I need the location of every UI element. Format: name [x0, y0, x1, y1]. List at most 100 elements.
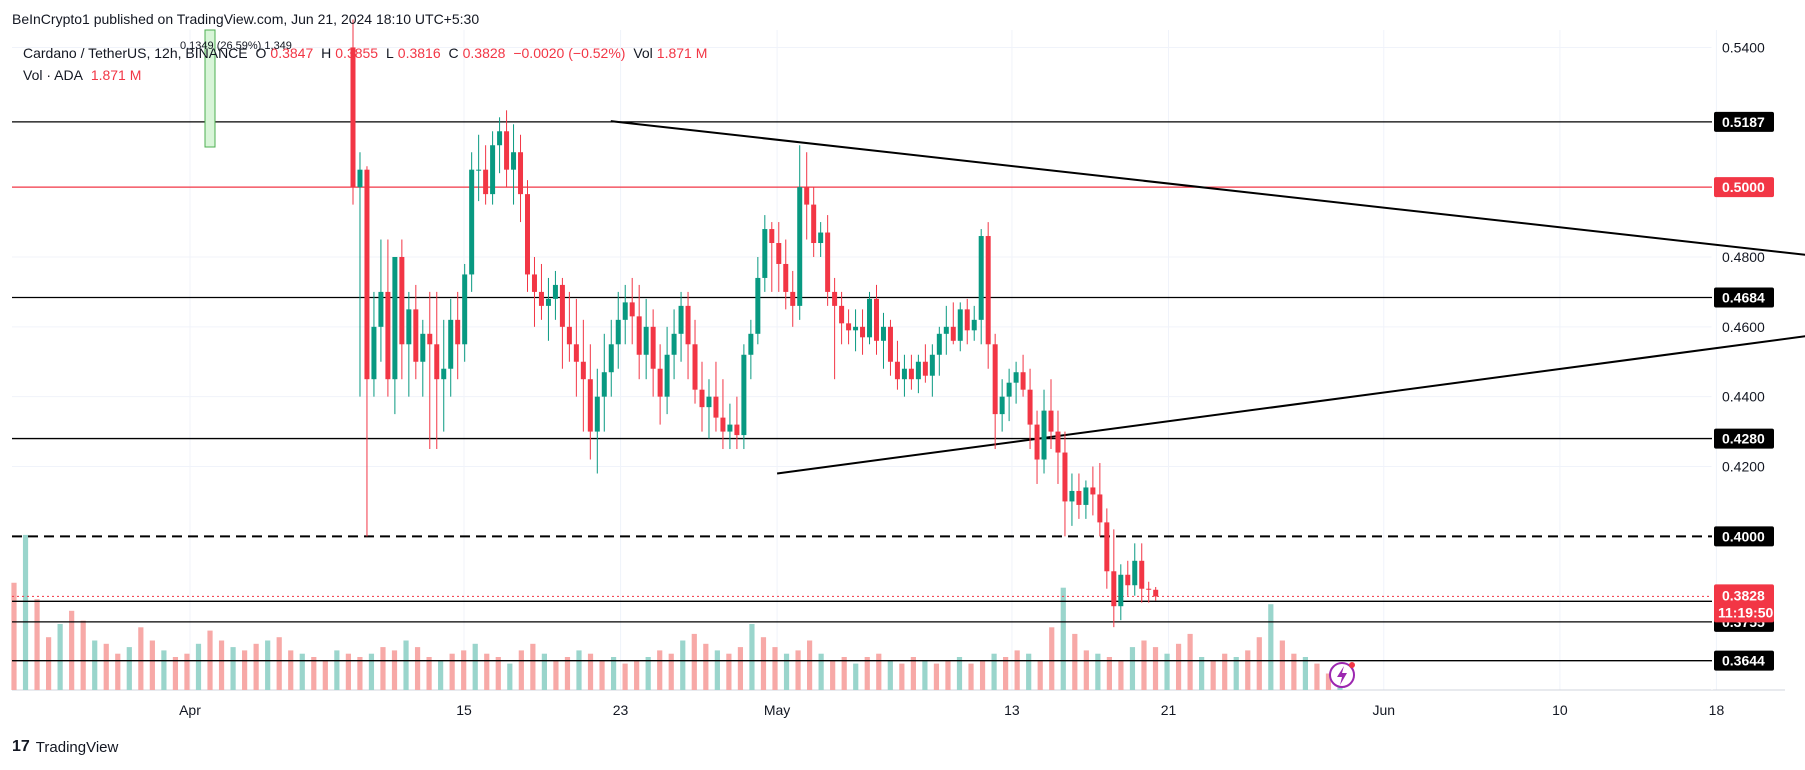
volume-bar [195, 643, 202, 690]
candle-body [908, 368, 914, 380]
candle-body [657, 368, 663, 397]
candle-body [608, 344, 614, 373]
volume-bar [1199, 657, 1205, 690]
volume-bar [864, 657, 870, 690]
volume-bar [1003, 657, 1009, 690]
volume-bar [1279, 640, 1285, 690]
high-label: H [321, 45, 332, 61]
volume-bar [507, 663, 513, 690]
volume-bar [541, 653, 547, 690]
volume-bar [57, 624, 63, 690]
grid [12, 0, 1785, 691]
candle-body [469, 169, 475, 275]
footer-brand[interactable]: 17 TradingView [12, 738, 118, 756]
volume-bar [657, 650, 663, 690]
volume-bar [1095, 653, 1101, 690]
volume-bar [484, 653, 490, 690]
volume-bar [276, 637, 282, 690]
candle-body [950, 326, 956, 341]
price-level-tag [1714, 650, 1774, 671]
price-range-measure [204, 29, 216, 148]
candle-body [643, 326, 649, 355]
flash-icon[interactable] [1329, 662, 1355, 688]
volume-bar [760, 637, 767, 690]
candle-body [1069, 490, 1075, 502]
volume-bar [34, 599, 40, 690]
volume-bar [138, 627, 144, 690]
volume-bar [841, 657, 847, 690]
volume-bar [253, 643, 259, 690]
candle-body [734, 424, 740, 436]
volume-bar [495, 657, 501, 690]
candle-body [615, 319, 621, 345]
candle-body [762, 229, 768, 278]
candle-body [664, 354, 670, 397]
volume-bar [1175, 643, 1182, 690]
volume-bar [438, 660, 444, 690]
candle-body [601, 372, 607, 397]
candle-body [1055, 431, 1061, 453]
candle-body [427, 333, 433, 345]
price-level-tag [1714, 111, 1774, 132]
volume-bar [218, 640, 225, 690]
volume-bar [92, 640, 98, 690]
candle-body [434, 344, 440, 380]
volume-bar [956, 657, 963, 690]
change-value: −0.0020 (−0.52%) [513, 45, 626, 61]
price-tick-label: 0.4200 [1722, 459, 1765, 475]
volume-bar [530, 643, 536, 690]
candle-body [964, 309, 970, 331]
candle-body [1090, 487, 1096, 495]
current-price-tag [1714, 584, 1774, 623]
low-label: L [385, 45, 394, 61]
candle-body [943, 326, 949, 334]
volume-bar [22, 534, 29, 690]
candle-body [860, 326, 866, 338]
volume-bar [368, 653, 375, 690]
candle-body [894, 361, 900, 380]
candle-body [776, 243, 782, 264]
candle-body [971, 319, 977, 331]
volume-bar [830, 660, 836, 690]
volume-bar [703, 643, 709, 690]
volume-bar [645, 657, 651, 690]
volume-bar [726, 653, 732, 690]
candle-body [922, 361, 928, 376]
candle-body [867, 298, 873, 338]
volume-bar [357, 657, 363, 690]
measure-box-rect [204, 29, 216, 148]
volume-bar [1314, 663, 1320, 690]
candle-body [1083, 487, 1089, 505]
close-value: 0.3828 [462, 45, 506, 61]
volume-bar [115, 653, 121, 690]
volume-bar [553, 660, 559, 690]
vol-series-label[interactable]: Vol · ADA [23, 67, 83, 83]
volume-bar [1141, 640, 1147, 690]
candle-body [992, 344, 998, 415]
flash-icon-dot [1349, 662, 1355, 668]
candle-body [706, 396, 712, 408]
volume-bar [807, 640, 813, 690]
volume-bar [1245, 650, 1251, 690]
volume-bar [380, 647, 386, 690]
candle-body [518, 152, 524, 195]
high-value: 0.3855 [335, 45, 379, 61]
volume-bar [1210, 660, 1216, 690]
volume-bar [587, 653, 594, 690]
volume-bar [461, 650, 467, 690]
candle-body [839, 305, 845, 324]
volume-bar [1049, 627, 1055, 690]
candle-body [552, 284, 558, 299]
candle-body [636, 316, 642, 355]
candle-body [490, 145, 496, 195]
volume-bar [1037, 660, 1043, 690]
symbol-title[interactable]: Cardano / TetherUS, 12h, BINANCE [23, 45, 248, 61]
volume-bar [334, 650, 340, 690]
volume-bar [1026, 653, 1032, 690]
candle-body [1097, 494, 1103, 523]
volume-bar [1014, 650, 1020, 690]
volume-bar [1083, 650, 1089, 690]
candle-body [1139, 560, 1145, 589]
candle-body [1132, 560, 1138, 586]
